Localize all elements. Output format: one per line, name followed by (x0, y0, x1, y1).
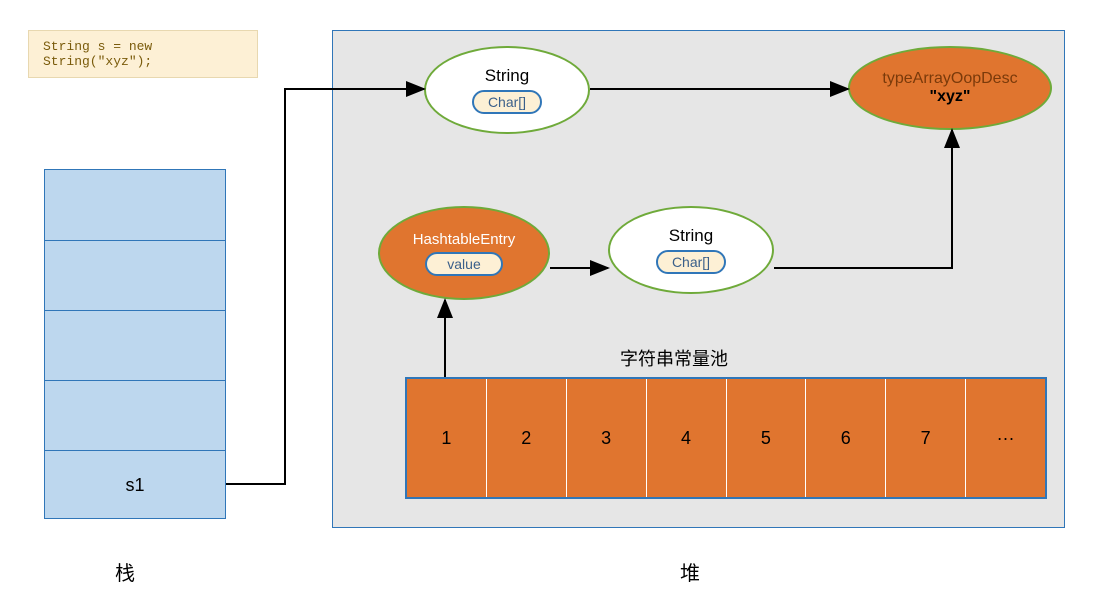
string-node-1: String Char[] (424, 46, 590, 134)
stack-section-label: 栈 (115, 557, 135, 586)
hashtable-entry-node: HashtableEntry value (378, 206, 550, 300)
pool-cell-more: ··· (966, 379, 1045, 497)
hashtable-entry-inner: value (425, 252, 502, 276)
string-node-2: String Char[] (608, 206, 774, 294)
pool-cell-3: 3 (567, 379, 647, 497)
stack-section-text: 栈 (115, 563, 135, 585)
string-node-1-label: String (485, 66, 529, 86)
heap-section-label: 堆 (680, 557, 700, 586)
string-node-2-label: String (669, 226, 713, 246)
stack-row-0 (45, 170, 225, 240)
stack-row-3 (45, 380, 225, 450)
hashtable-entry-inner-text: value (447, 256, 480, 272)
type-array-label-2: "xyz" (930, 88, 971, 106)
hashtable-entry-label: HashtableEntry (413, 231, 516, 248)
stack-container: s1 (44, 169, 226, 519)
type-array-node: typeArrayOopDesc "xyz" (848, 46, 1052, 130)
string-node-1-inner: Char[] (472, 90, 542, 114)
heap-section-text: 堆 (680, 563, 700, 585)
string-pool-label: 字符串常量池 (620, 345, 728, 371)
stack-row-s1: s1 (45, 450, 225, 520)
string-node-2-inner: Char[] (656, 250, 726, 274)
type-array-label-1: typeArrayOopDesc (882, 70, 1017, 88)
pool-cell-7: 7 (886, 379, 966, 497)
stack-row-2 (45, 310, 225, 380)
pool-cell-4: 4 (647, 379, 727, 497)
code-snippet-box: String s = new String("xyz"); (28, 30, 258, 78)
code-snippet-text: String s = new String("xyz"); (43, 39, 152, 69)
pool-cell-6: 6 (806, 379, 886, 497)
stack-s1-label: s1 (125, 475, 144, 496)
string-pool-label-text: 字符串常量池 (620, 349, 728, 369)
stack-row-1 (45, 240, 225, 310)
pool-cell-1: 1 (407, 379, 487, 497)
string-node-2-inner-text: Char[] (672, 254, 710, 270)
string-node-1-inner-text: Char[] (488, 94, 526, 110)
pool-cell-2: 2 (487, 379, 567, 497)
pool-cell-5: 5 (727, 379, 807, 497)
string-pool-container: 1 2 3 4 5 6 7 ··· (405, 377, 1047, 499)
